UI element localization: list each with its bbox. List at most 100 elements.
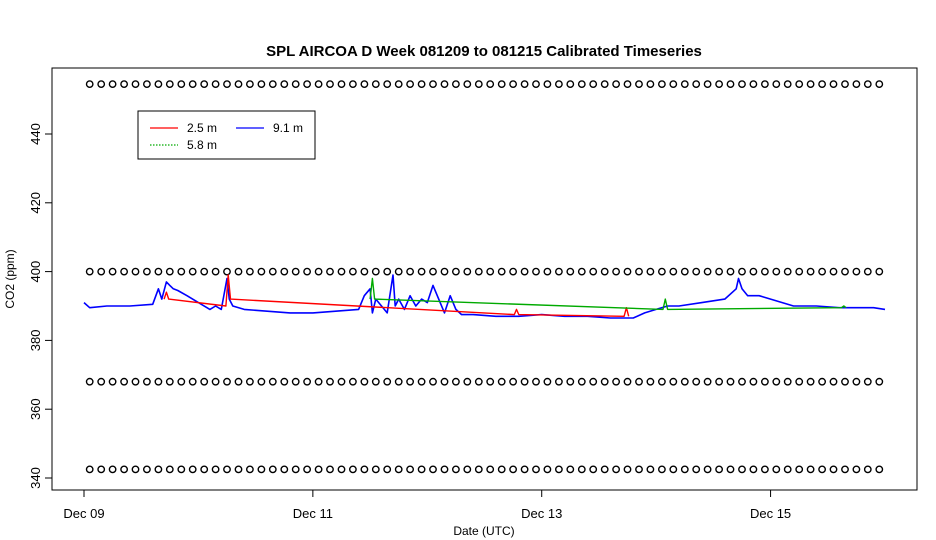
calibration-marker — [394, 465, 403, 474]
calibration-marker — [875, 80, 884, 89]
calibration-marker — [257, 80, 266, 89]
calibration-marker — [440, 267, 449, 276]
calibration-marker — [360, 80, 369, 89]
calibration-marker — [131, 377, 140, 386]
calibration-marker — [268, 465, 277, 474]
calibration-marker — [772, 377, 781, 386]
calibration-marker — [280, 267, 289, 276]
calibration-marker — [783, 80, 792, 89]
calibration-marker — [223, 377, 231, 386]
calibration-marker — [589, 80, 598, 89]
calibration-marker — [97, 80, 106, 89]
legend-label: 2.5 m — [187, 121, 217, 135]
calibration-marker — [474, 267, 483, 276]
calibration-marker — [795, 377, 804, 386]
calibration-marker — [154, 465, 163, 474]
calibration-marker — [120, 377, 129, 386]
calibration-marker — [417, 80, 426, 89]
calibration-marker — [234, 377, 243, 386]
calibration-marker — [738, 377, 746, 386]
calibration-marker — [177, 267, 186, 276]
calibration-marker — [715, 267, 723, 276]
calibration-marker — [543, 465, 552, 474]
x-tick-label: Dec 13 — [521, 506, 562, 521]
calibration-marker — [371, 267, 380, 276]
calibration-marker — [200, 267, 209, 276]
calibration-marker — [577, 267, 586, 276]
calibration-marker — [806, 267, 815, 276]
calibration-marker — [406, 465, 414, 474]
calibration-marker — [291, 267, 300, 276]
calibration-marker — [726, 465, 735, 474]
calibration-marker — [818, 80, 826, 89]
calibration-marker — [188, 465, 197, 474]
calibration-marker — [749, 80, 758, 89]
calibration-marker — [383, 377, 392, 386]
calibration-marker — [703, 465, 712, 474]
calibration-marker — [555, 377, 563, 386]
calibration-marker — [543, 267, 552, 276]
calibration-marker — [669, 465, 678, 474]
calibration-marker — [360, 465, 369, 474]
calibration-marker — [772, 80, 781, 89]
calibration-marker — [165, 267, 174, 276]
calibration-marker — [875, 377, 884, 386]
calibration-marker — [291, 377, 300, 386]
calibration-marker — [348, 267, 357, 276]
calibration-marker — [451, 80, 460, 89]
calibration-marker — [234, 267, 243, 276]
calibration-marker — [509, 377, 517, 386]
calibration-marker — [726, 377, 735, 386]
calibration-marker — [658, 267, 666, 276]
calibration-marker — [245, 267, 254, 276]
calibration-marker — [394, 377, 403, 386]
calibration-marker — [451, 377, 460, 386]
calibration-marker — [142, 267, 151, 276]
calibration-marker — [417, 267, 426, 276]
calibration-marker — [726, 267, 735, 276]
calibration-marker — [85, 465, 94, 474]
calibration-marker — [383, 465, 392, 474]
calibration-marker — [863, 80, 872, 89]
calibration-marker — [85, 377, 94, 386]
calibration-marker — [646, 267, 655, 276]
calibration-marker — [658, 465, 666, 474]
y-axis: 340 360 380 400 420 440 — [28, 123, 53, 489]
calibration-marker — [658, 377, 666, 386]
calibration-marker — [371, 465, 380, 474]
calibration-marker — [474, 80, 483, 89]
calibration-marker — [463, 377, 472, 386]
calibration-marker — [795, 465, 804, 474]
calibration-marker — [829, 267, 838, 276]
calibration-marker — [772, 267, 781, 276]
calibration-marker — [520, 80, 529, 89]
calibration-marker — [761, 465, 769, 474]
calibration-marker — [303, 267, 311, 276]
calibration-marker — [165, 80, 174, 89]
calibration-marker — [761, 80, 769, 89]
calibration-marker — [795, 267, 804, 276]
calibration-marker — [326, 465, 334, 474]
calibration-marker — [360, 267, 369, 276]
calibration-marker — [749, 267, 758, 276]
calibration-marker — [211, 267, 220, 276]
calibration-marker — [852, 267, 861, 276]
calibration-marker — [566, 80, 575, 89]
calibration-marker — [852, 80, 861, 89]
calibration-marker — [326, 267, 334, 276]
calibration-marker — [406, 377, 414, 386]
calibration-marker — [142, 465, 151, 474]
calibration-marker — [314, 80, 323, 89]
calibration-marker — [852, 377, 861, 386]
calibration-marker — [337, 267, 346, 276]
calibration-marker — [829, 377, 838, 386]
calibration-marker — [474, 465, 483, 474]
x-tick-label: Dec 15 — [750, 506, 791, 521]
calibration-marker — [783, 267, 792, 276]
calibration-marker — [623, 80, 632, 89]
calibration-marker — [612, 377, 620, 386]
calibration-marker — [532, 377, 540, 386]
calibration-marker — [875, 267, 884, 276]
y-tick-label: 420 — [28, 192, 43, 214]
